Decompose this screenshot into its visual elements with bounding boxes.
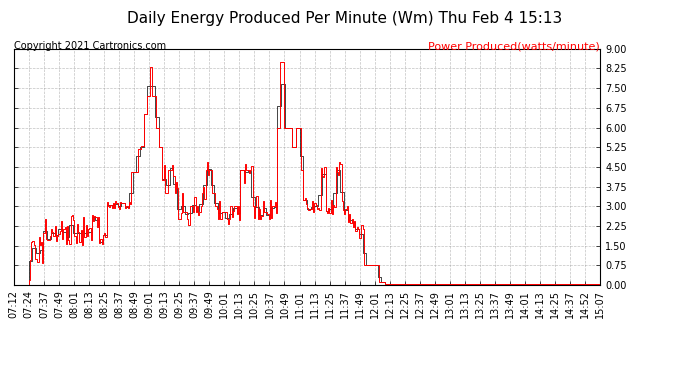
Text: Power Produced(watts/minute): Power Produced(watts/minute) xyxy=(428,41,600,51)
Text: Copyright 2021 Cartronics.com: Copyright 2021 Cartronics.com xyxy=(14,41,166,51)
Text: Daily Energy Produced Per Minute (Wm) Thu Feb 4 15:13: Daily Energy Produced Per Minute (Wm) Th… xyxy=(128,11,562,26)
